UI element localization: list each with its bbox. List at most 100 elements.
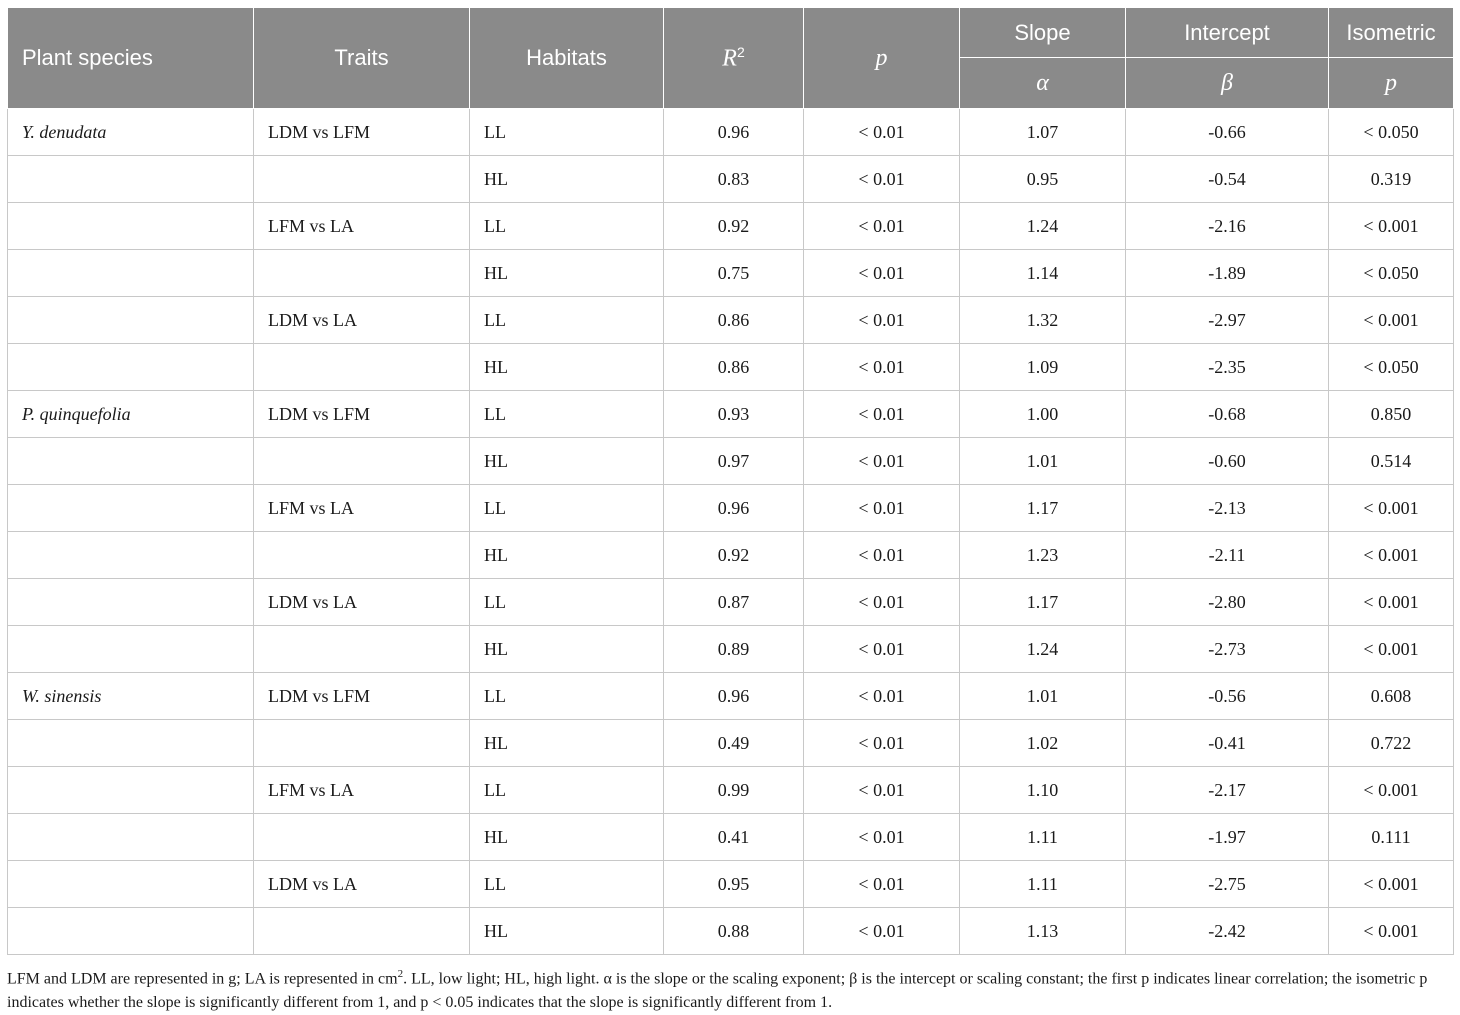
cell-slope: 1.11 bbox=[959, 813, 1126, 861]
cell-habitat: HL bbox=[469, 343, 664, 391]
cell-slope: 1.24 bbox=[959, 625, 1126, 673]
cell-habitat: HL bbox=[469, 437, 664, 485]
table-row: HL 0.88 < 0.01 1.13 -2.42 < 0.001 bbox=[7, 907, 1454, 955]
cell-intercept: -0.56 bbox=[1125, 672, 1329, 720]
cell-isometric-p: < 0.001 bbox=[1328, 202, 1454, 250]
table-row: HL 0.83 < 0.01 0.95 -0.54 0.319 bbox=[7, 155, 1454, 203]
cell-p: < 0.01 bbox=[803, 108, 960, 156]
cell-r-squared: 0.83 bbox=[663, 155, 804, 203]
cell-traits bbox=[253, 249, 470, 297]
cell-intercept: -2.73 bbox=[1125, 625, 1329, 673]
header-beta: β bbox=[1221, 69, 1233, 96]
cell-r-squared: 0.96 bbox=[663, 108, 804, 156]
cell-intercept: -2.17 bbox=[1125, 766, 1329, 814]
table-row: HL 0.97 < 0.01 1.01 -0.60 0.514 bbox=[7, 437, 1454, 485]
table-body: Y. denudata LDM vs LFM LL 0.96 < 0.01 1.07 -0.… bbox=[7, 108, 1454, 955]
cell-isometric-p: < 0.001 bbox=[1328, 484, 1454, 532]
cell-habitat: HL bbox=[469, 907, 664, 955]
cell-habitat: LL bbox=[469, 672, 664, 720]
cell-p: < 0.01 bbox=[803, 155, 960, 203]
cell-species bbox=[7, 437, 254, 485]
cell-species: Y. denudata bbox=[7, 108, 254, 156]
cell-traits bbox=[253, 531, 470, 579]
cell-slope: 1.00 bbox=[959, 390, 1126, 438]
cell-habitat: HL bbox=[469, 625, 664, 673]
cell-isometric-p: < 0.001 bbox=[1328, 531, 1454, 579]
cell-isometric-p: < 0.001 bbox=[1328, 578, 1454, 626]
cell-species bbox=[7, 625, 254, 673]
table-row: LFM vs LA LL 0.99 < 0.01 1.10 -2.17 < 0.001 bbox=[7, 766, 1454, 814]
header-intercept: Intercept bbox=[1125, 7, 1329, 58]
cell-isometric-p: 0.319 bbox=[1328, 155, 1454, 203]
cell-r-squared: 0.99 bbox=[663, 766, 804, 814]
cell-r-squared: 0.87 bbox=[663, 578, 804, 626]
table-row: P. quinquefolia LDM vs LFM LL 0.93 < 0.01 1.0… bbox=[7, 390, 1454, 438]
header-isometric: Isometric bbox=[1328, 7, 1454, 58]
cell-species bbox=[7, 249, 254, 297]
table-footnote: LFM and LDM are represented in g; LA is … bbox=[7, 962, 1453, 1015]
cell-isometric-p: < 0.050 bbox=[1328, 249, 1454, 297]
cell-species bbox=[7, 531, 254, 579]
cell-intercept: -2.97 bbox=[1125, 296, 1329, 344]
table-row: LFM vs LA LL 0.96 < 0.01 1.17 -2.13 < 0.001 bbox=[7, 484, 1454, 532]
cell-species: P. quinquefolia bbox=[7, 390, 254, 438]
cell-p: < 0.01 bbox=[803, 249, 960, 297]
cell-habitat: LL bbox=[469, 766, 664, 814]
header-alpha: α bbox=[1036, 69, 1049, 96]
cell-slope: 1.09 bbox=[959, 343, 1126, 391]
header-p: p bbox=[803, 7, 960, 109]
cell-slope: 1.10 bbox=[959, 766, 1126, 814]
cell-p: < 0.01 bbox=[803, 625, 960, 673]
cell-species bbox=[7, 766, 254, 814]
table-row: HL 0.49 < 0.01 1.02 -0.41 0.722 bbox=[7, 719, 1454, 767]
cell-habitat: LL bbox=[469, 296, 664, 344]
cell-traits: LDM vs LA bbox=[253, 578, 470, 626]
cell-p: < 0.01 bbox=[803, 202, 960, 250]
cell-species bbox=[7, 860, 254, 908]
cell-r-squared: 0.92 bbox=[663, 202, 804, 250]
cell-habitat: LL bbox=[469, 860, 664, 908]
cell-intercept: -2.80 bbox=[1125, 578, 1329, 626]
cell-species bbox=[7, 343, 254, 391]
cell-traits: LDM vs LA bbox=[253, 296, 470, 344]
cell-species bbox=[7, 719, 254, 767]
cell-slope: 1.17 bbox=[959, 484, 1126, 532]
cell-traits: LDM vs LFM bbox=[253, 672, 470, 720]
cell-intercept: -0.66 bbox=[1125, 108, 1329, 156]
cell-r-squared: 0.86 bbox=[663, 296, 804, 344]
cell-r-squared: 0.92 bbox=[663, 531, 804, 579]
cell-p: < 0.01 bbox=[803, 766, 960, 814]
cell-r-squared: 0.86 bbox=[663, 343, 804, 391]
cell-slope: 1.01 bbox=[959, 672, 1126, 720]
cell-intercept: -0.60 bbox=[1125, 437, 1329, 485]
table-row: LFM vs LA LL 0.92 < 0.01 1.24 -2.16 < 0.001 bbox=[7, 202, 1454, 250]
cell-r-squared: 0.49 bbox=[663, 719, 804, 767]
cell-slope: 0.95 bbox=[959, 155, 1126, 203]
cell-traits bbox=[253, 155, 470, 203]
cell-p: < 0.01 bbox=[803, 343, 960, 391]
cell-isometric-p: < 0.001 bbox=[1328, 625, 1454, 673]
header-r-squared-base: R bbox=[722, 45, 737, 72]
cell-traits bbox=[253, 907, 470, 955]
cell-p: < 0.01 bbox=[803, 813, 960, 861]
cell-intercept: -0.41 bbox=[1125, 719, 1329, 767]
cell-slope: 1.13 bbox=[959, 907, 1126, 955]
cell-traits: LDM vs LA bbox=[253, 860, 470, 908]
cell-species bbox=[7, 484, 254, 532]
cell-slope: 1.02 bbox=[959, 719, 1126, 767]
table-row: HL 0.41 < 0.01 1.11 -1.97 0.111 bbox=[7, 813, 1454, 861]
cell-r-squared: 0.89 bbox=[663, 625, 804, 673]
cell-habitat: LL bbox=[469, 484, 664, 532]
cell-intercept: -2.35 bbox=[1125, 343, 1329, 391]
cell-r-squared: 0.95 bbox=[663, 860, 804, 908]
cell-intercept: -2.16 bbox=[1125, 202, 1329, 250]
table-row: W. sinensis LDM vs LFM LL 0.96 < 0.01 1.01 -0.… bbox=[7, 672, 1454, 720]
cell-traits bbox=[253, 437, 470, 485]
allometry-table: Plant species Traits Habitats R2 p Slope… bbox=[7, 7, 1454, 955]
cell-species bbox=[7, 907, 254, 955]
table-row: HL 0.86 < 0.01 1.09 -2.35 < 0.050 bbox=[7, 343, 1454, 391]
cell-isometric-p: < 0.001 bbox=[1328, 860, 1454, 908]
cell-habitat: HL bbox=[469, 719, 664, 767]
table-row: HL 0.75 < 0.01 1.14 -1.89 < 0.050 bbox=[7, 249, 1454, 297]
cell-habitat: HL bbox=[469, 249, 664, 297]
